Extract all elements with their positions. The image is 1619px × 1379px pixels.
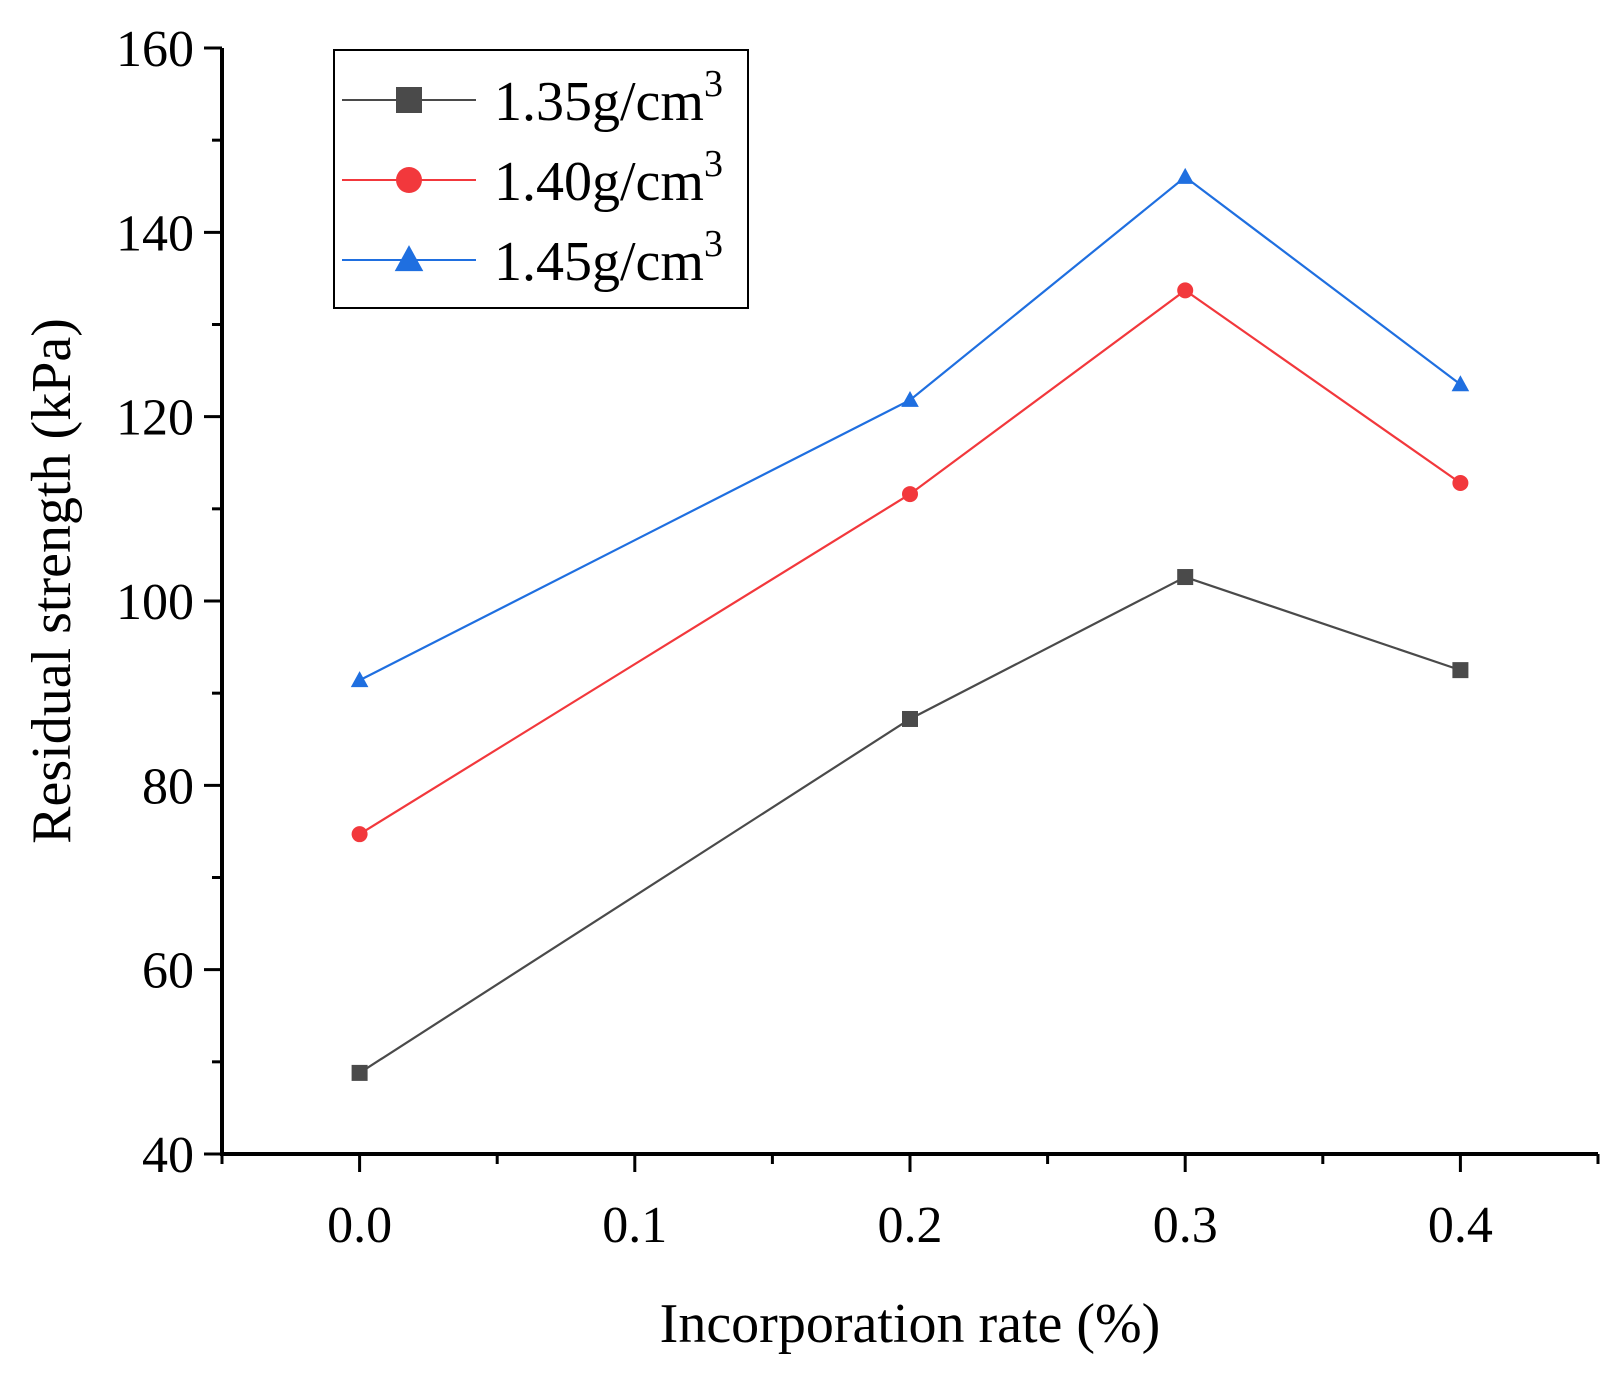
y-tick-label: 60 bbox=[142, 943, 194, 1000]
axis-ticks bbox=[204, 46, 1600, 1172]
y-tick-label: 40 bbox=[142, 1127, 194, 1184]
legend-marker-1 bbox=[396, 87, 422, 113]
series-line-1 bbox=[359, 575, 1461, 1074]
x-tick-label: 0.3 bbox=[1153, 1197, 1218, 1254]
series-1-point bbox=[902, 710, 918, 727]
y-tick-label: 100 bbox=[116, 574, 194, 631]
legend-label-2: 1.40g/cm3 bbox=[494, 143, 723, 213]
legend: 1.35g/cm3 1.40g/cm3 1.45g/cm3 bbox=[333, 49, 749, 309]
series-2-point bbox=[351, 826, 368, 843]
series-1-point bbox=[351, 1064, 368, 1081]
x-axis-title: Incorporation rate (%) bbox=[660, 1293, 1161, 1355]
legend-label-3: 1.45g/cm3 bbox=[494, 223, 723, 293]
series-1-point bbox=[1452, 662, 1469, 679]
axis-tick-labels: 0.0 0.1 0.2 0.3 0.4 40 60 80 100 120 140 160 bbox=[116, 21, 1493, 1254]
legend-marker-2 bbox=[396, 167, 422, 193]
series-2-point bbox=[902, 486, 918, 503]
series-lines bbox=[359, 175, 1462, 1074]
y-axis-title: Residual strength (kPa) bbox=[21, 318, 83, 844]
x-tick-label: 0.1 bbox=[602, 1197, 667, 1254]
series-3-point bbox=[901, 390, 919, 407]
legend-label-1: 1.35g/cm3 bbox=[494, 63, 723, 133]
y-tick-label: 80 bbox=[142, 758, 194, 815]
series-line-2 bbox=[359, 289, 1462, 836]
x-tick-label: 0.4 bbox=[1428, 1197, 1493, 1254]
legend-label-superscript: 3 bbox=[704, 143, 723, 185]
series-2-point bbox=[1452, 475, 1469, 492]
legend-label-superscript: 3 bbox=[704, 63, 723, 105]
series-3-point bbox=[1176, 167, 1194, 184]
series-1-point bbox=[1177, 569, 1194, 586]
series-3-point bbox=[350, 671, 369, 688]
x-tick-label: 0.2 bbox=[878, 1197, 943, 1254]
y-tick-label: 140 bbox=[116, 205, 194, 262]
series-markers bbox=[350, 167, 1470, 1081]
x-tick-label: 0.0 bbox=[327, 1197, 392, 1254]
series-3-point bbox=[1451, 375, 1470, 392]
legend-marker-3 bbox=[394, 245, 424, 272]
series-2-point bbox=[1177, 282, 1194, 299]
series-line-3 bbox=[359, 175, 1462, 682]
y-tick-label: 120 bbox=[116, 390, 194, 447]
y-tick-label: 160 bbox=[116, 21, 194, 78]
legend-label-superscript: 3 bbox=[704, 223, 723, 265]
